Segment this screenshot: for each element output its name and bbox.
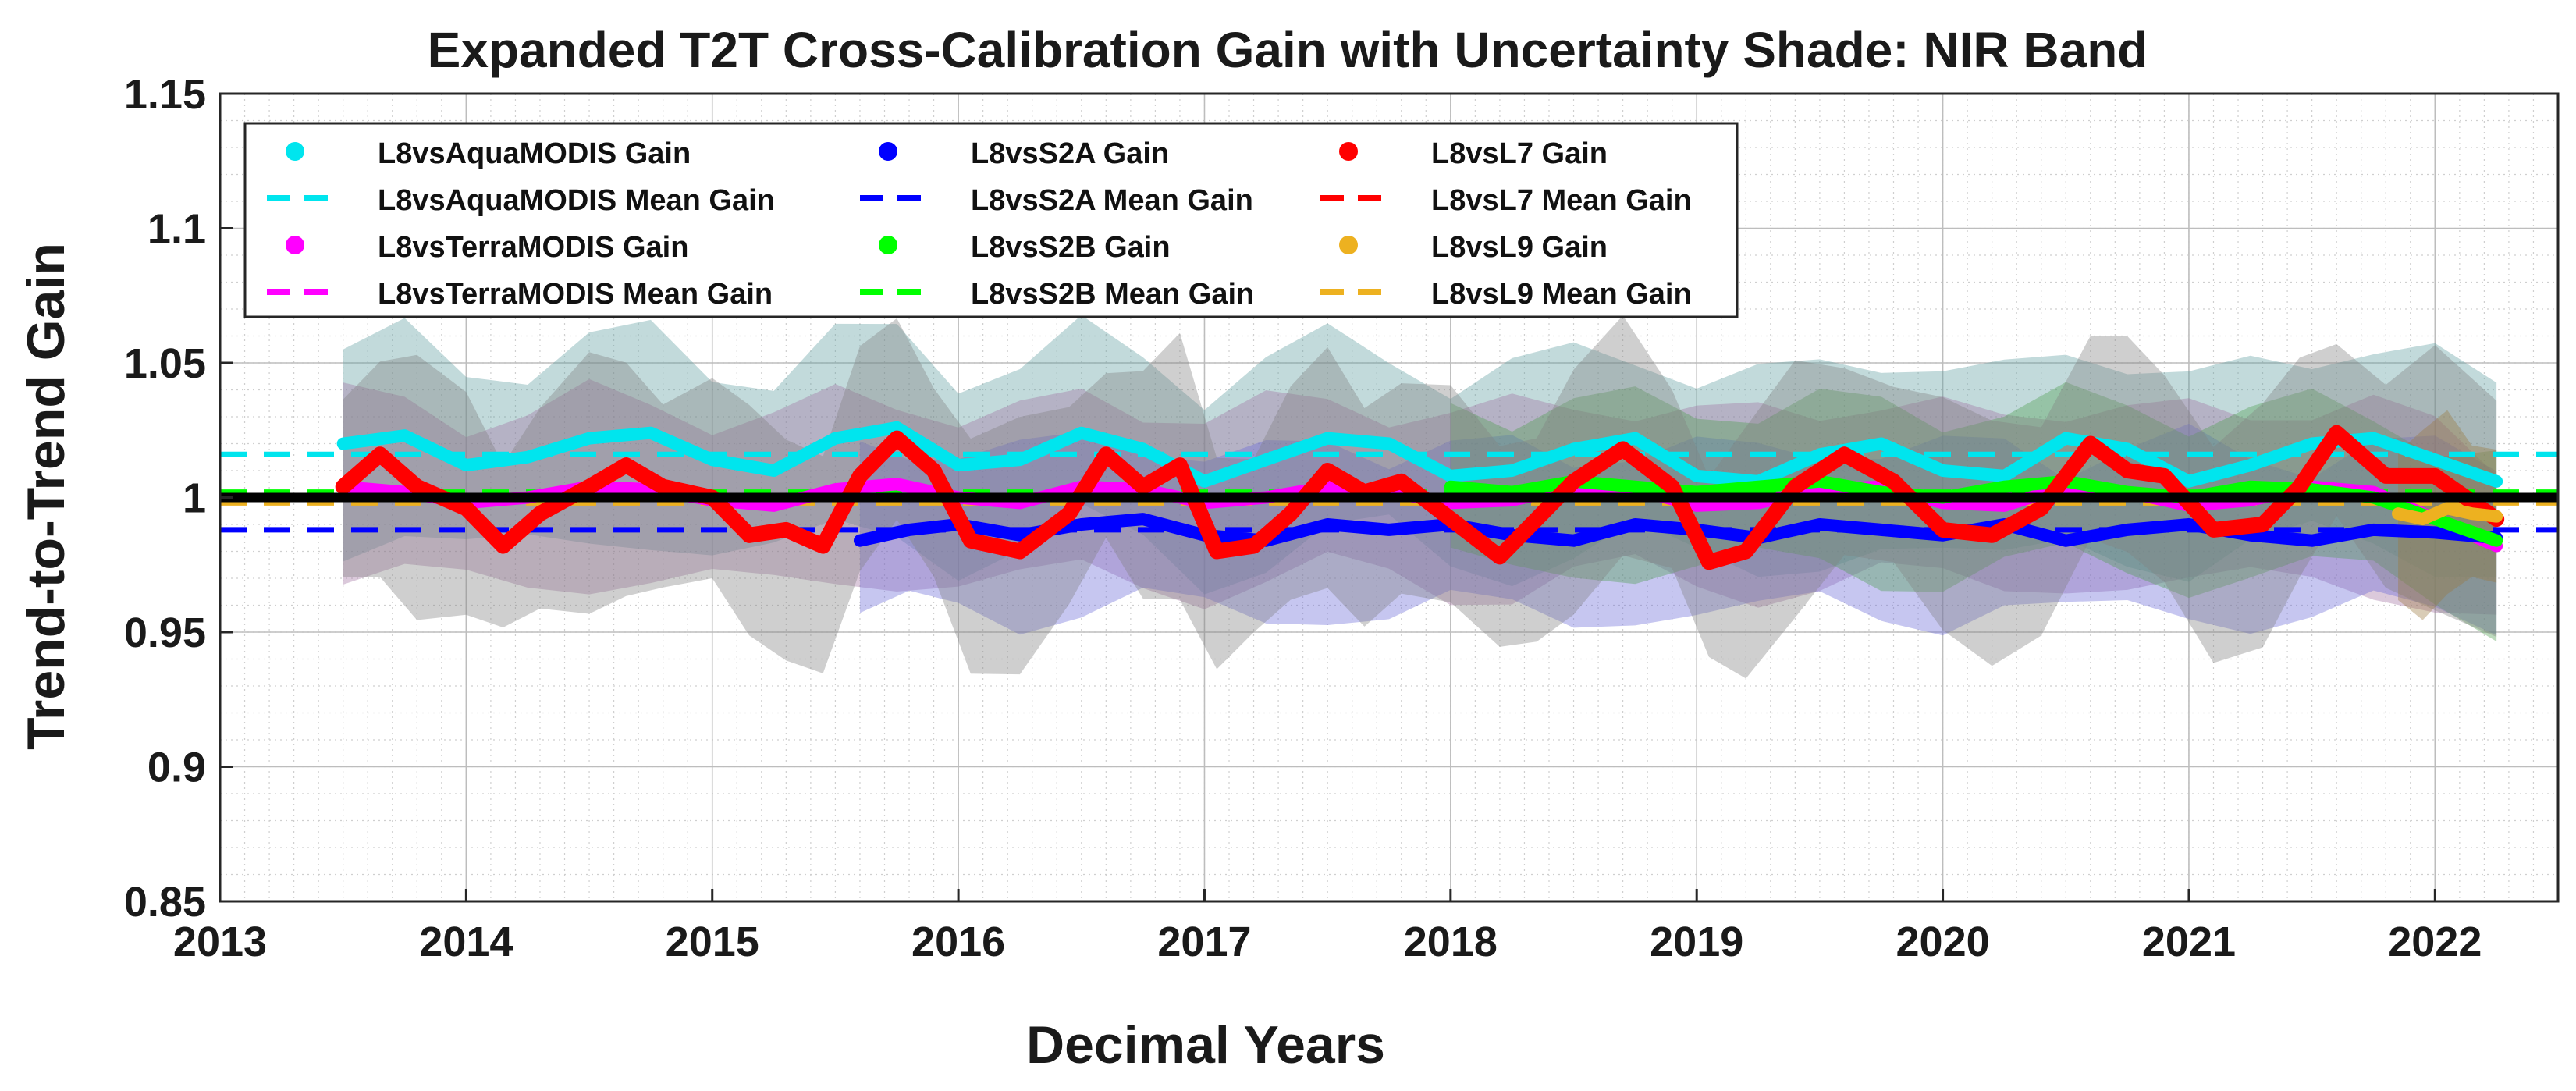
- x-tick-label-2022: 2022: [2388, 919, 2482, 965]
- x-tick-label-2018: 2018: [1404, 919, 1498, 965]
- y-tick-label-1: 1: [183, 475, 206, 522]
- legend-marker-0: [286, 142, 304, 161]
- y-axis-label: Trend-to-Trend Gain: [16, 243, 76, 750]
- x-tick-label-2016: 2016: [911, 919, 1005, 965]
- legend-entry-4-mean: L8vsL7 Mean Gain: [1431, 184, 1692, 217]
- x-tick-label-2020: 2020: [1896, 919, 1990, 965]
- legend-entry-2-mean: L8vsS2A Mean Gain: [971, 184, 1253, 217]
- gain-trace-3: [1444, 474, 2503, 547]
- x-tick-label-2019: 2019: [1650, 919, 1743, 965]
- legend-entry-3-mean: L8vsS2B Mean Gain: [971, 278, 1254, 311]
- y-tick-label-1.1: 1.1: [147, 206, 206, 253]
- x-axis-label: Decimal Years: [1026, 1015, 1385, 1075]
- legend-marker-5: [1339, 236, 1358, 254]
- y-tick-label-0.85: 0.85: [124, 879, 206, 926]
- legend-entry-3-gain: L8vsS2B Gain: [971, 231, 1171, 264]
- y-tick-label-1.05: 1.05: [124, 340, 206, 387]
- x-axis-ticks: 2013 2014 2015 2016 2017 2018 2019 2020 2021 2022: [173, 889, 2482, 965]
- legend-entry-0-mean: L8vsAquaMODIS Mean Gain: [378, 184, 775, 217]
- gain-trace-0: [336, 421, 2503, 488]
- gain-trace-4: [335, 425, 2505, 570]
- legend-entry-1-gain: L8vsTerraMODIS Gain: [378, 231, 688, 264]
- x-tick-label-2014: 2014: [419, 919, 513, 965]
- legend-box: [243, 122, 1739, 318]
- legend-entry-0-gain: L8vsAquaMODIS Gain: [378, 137, 691, 170]
- x-tick-label-2015: 2015: [666, 919, 759, 965]
- x-tick-label-2017: 2017: [1157, 919, 1251, 965]
- chart-title: Expanded T2T Cross-Calibration Gain with…: [428, 22, 2148, 78]
- y-tick-label-0.95: 0.95: [124, 609, 206, 656]
- y-axis-ticks: 0.85 0.9 0.95 1 1.05 1.1 1.15: [124, 71, 233, 926]
- legend-entry-4-gain: L8vsL7 Gain: [1431, 137, 1608, 170]
- legend: L8vsAquaMODIS Gain L8vsAquaMODIS Mean Gai…: [243, 122, 1739, 318]
- legend-entry-2-gain: L8vsS2A Gain: [971, 137, 1169, 170]
- y-tick-label-1.15: 1.15: [124, 71, 206, 118]
- x-tick-label-2013: 2013: [173, 919, 267, 965]
- legend-marker-1: [286, 236, 304, 254]
- legend-entry-5-mean: L8vsL9 Mean Gain: [1431, 278, 1692, 311]
- legend-marker-4: [1339, 142, 1358, 161]
- legend-marker-2: [879, 142, 897, 161]
- legend-marker-3: [879, 236, 897, 254]
- y-tick-label-0.9: 0.9: [147, 745, 206, 791]
- legend-entry-1-mean: L8vsTerraMODIS Mean Gain: [378, 278, 773, 311]
- x-tick-label-2021: 2021: [2142, 919, 2236, 965]
- gain-trace-5: [2392, 502, 2503, 526]
- uncertainty-shade-5: [2398, 410, 2497, 620]
- uncertainty-shade-3: [1450, 382, 2497, 642]
- legend-entry-5-gain: L8vsL9 Gain: [1431, 231, 1608, 264]
